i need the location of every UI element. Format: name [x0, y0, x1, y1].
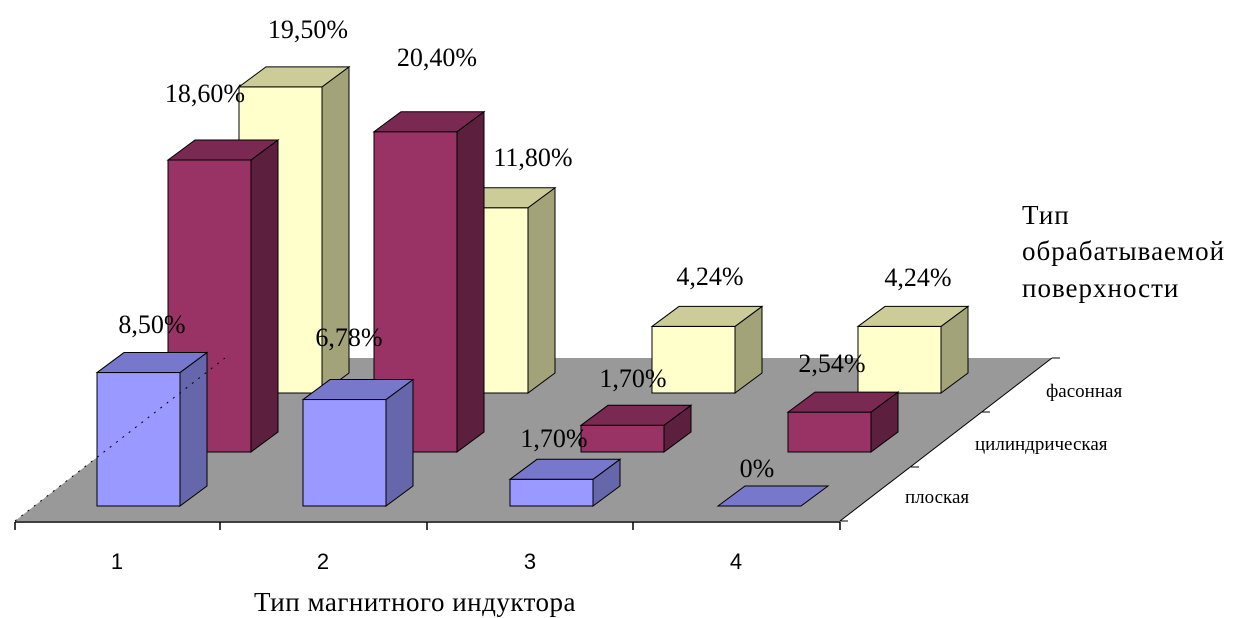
depth-axis-line	[839, 357, 1053, 522]
depth-tick-label-1: плоская	[905, 487, 969, 508]
bars-group	[95, 65, 970, 507]
value-label-3-2: 11,80%	[493, 143, 572, 172]
value-label-1-3: 1,70%	[520, 424, 587, 453]
value-label-2-3: 1,70%	[599, 364, 666, 393]
z-axis-title-line-3: поверхности	[1022, 273, 1179, 303]
bar-1-4	[716, 485, 830, 507]
bar-1-2	[301, 378, 415, 507]
value-label-1-4: 0%	[740, 454, 775, 483]
bar-3-4	[856, 305, 970, 394]
x-tick-label-2: 2	[317, 549, 329, 574]
bar-1-1	[95, 351, 209, 507]
value-label-2-4: 2,54%	[798, 349, 865, 378]
depth-tick-label-3: фасонная	[1046, 381, 1122, 402]
value-labels-group: 8,50% 6,78% 1,70% 0% 18,60% 20,40% 1,70% 2,54% 1…	[118, 15, 951, 483]
z-axis-title-line-2: обрабатываемой	[1022, 236, 1225, 266]
value-label-3-1: 19,50%	[268, 15, 348, 44]
x-tick-label-1: 1	[111, 549, 123, 574]
x-axis-title: Тип магнитного индуктора	[254, 587, 576, 617]
value-label-1-2: 6,78%	[315, 323, 382, 352]
depth-tick-label-2: цилиндрическая	[975, 434, 1108, 455]
x-tick-label-3: 3	[524, 549, 536, 574]
value-label-3-3: 4,24%	[676, 262, 743, 291]
bar-2-2	[372, 110, 486, 453]
axes-group: 1 2 3 4 плоская цилиндрическая фасонная	[14, 357, 1122, 574]
value-label-1-1: 8,50%	[118, 310, 185, 339]
bar-2-3	[579, 404, 693, 453]
x-tick-label-4: 4	[730, 549, 742, 574]
z-axis-title-line-1: Тип	[1022, 200, 1070, 230]
bar-1-3	[508, 458, 622, 507]
bar-3-3	[650, 305, 764, 394]
value-label-2-1: 18,60%	[165, 79, 245, 108]
value-label-2-2: 20,40%	[397, 43, 477, 72]
bar-2-4	[786, 391, 900, 453]
value-label-3-4: 4,24%	[884, 263, 951, 292]
